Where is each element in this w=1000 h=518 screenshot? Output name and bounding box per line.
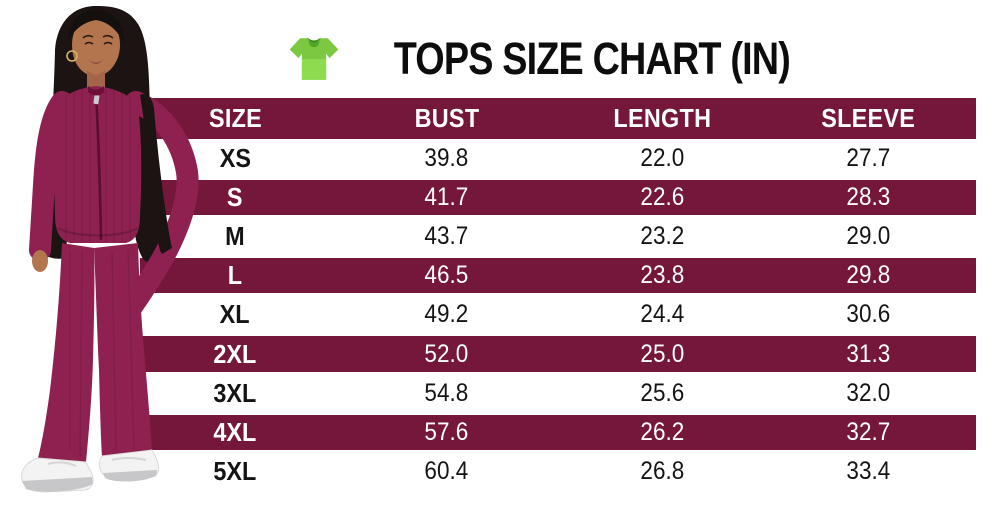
size-table: SIZE BUST LENGTH SLEEVE XS 39.8 22.0 27.7 S 41.7 2… [140, 98, 976, 492]
bust-cell: 46.5 [424, 261, 469, 290]
sleeve-cell: 32.7 [846, 417, 891, 446]
table-row-2xl: 2XL 52.0 25.0 31.3 [140, 334, 976, 374]
bust-cell: 39.8 [424, 143, 469, 172]
bust-cell: 57.6 [424, 417, 469, 446]
table-row-l: L 46.5 23.8 29.8 [140, 256, 976, 296]
size-cell: 5XL [213, 456, 257, 487]
sleeve-cell: 32.0 [846, 378, 891, 407]
sleeve-cell: 33.4 [846, 457, 891, 486]
table-row-xl: XL 49.2 24.4 30.6 [140, 295, 976, 335]
bust-cell: 60.4 [424, 457, 469, 486]
table-row-3xl: 3XL 54.8 25.6 32.0 [140, 373, 976, 413]
size-cell: S [227, 181, 243, 212]
table-header-row: SIZE BUST LENGTH SLEEVE [140, 98, 976, 139]
bust-cell: 54.8 [424, 378, 469, 407]
column-header-length: LENGTH [613, 102, 711, 133]
size-cell: XS [219, 142, 251, 173]
length-cell: 26.2 [640, 417, 684, 446]
size-cell: 4XL [213, 416, 257, 447]
tshirt-icon [288, 35, 340, 83]
table-row-xs: XS 39.8 22.0 27.7 [140, 138, 976, 178]
length-cell: 22.6 [640, 182, 684, 211]
length-cell: 25.6 [640, 378, 684, 407]
size-cell: 2XL [213, 338, 257, 369]
length-cell: 23.2 [640, 221, 684, 250]
page-title: TOPS SIZE CHART (IN) [393, 33, 791, 84]
sleeve-cell: 28.3 [846, 182, 891, 211]
column-header-bust: BUST [414, 102, 479, 133]
size-cell: XL [220, 299, 250, 330]
length-cell: 26.8 [640, 457, 684, 486]
size-cell: L [227, 260, 243, 291]
bust-cell: 52.0 [424, 339, 469, 368]
sleeve-cell: 29.8 [846, 261, 891, 290]
model-photo [21, 6, 199, 493]
table-row-4xl: 4XL 57.6 26.2 32.7 [140, 412, 976, 452]
sleeve-cell: 27.7 [846, 143, 891, 172]
size-cell: 3XL [213, 377, 257, 408]
length-cell: 22.0 [640, 143, 684, 172]
earring-icon [66, 50, 78, 62]
length-cell: 23.8 [640, 261, 684, 290]
model-pants [38, 243, 95, 462]
size-cell: M [225, 220, 245, 251]
title-bar: TOPS SIZE CHART (IN) [140, 26, 976, 92]
bust-cell: 43.7 [424, 221, 469, 250]
bust-cell: 41.7 [424, 182, 469, 211]
length-cell: 24.4 [640, 300, 684, 329]
length-cell: 25.0 [640, 339, 684, 368]
table-row-5xl: 5XL 60.4 26.8 33.4 [140, 452, 976, 492]
table-row-m: M 43.7 23.2 29.0 [140, 216, 976, 257]
bust-cell: 49.2 [424, 300, 469, 329]
sleeve-cell: 30.6 [846, 300, 891, 329]
model-sneakers [21, 449, 160, 493]
column-header-size: SIZE [208, 102, 262, 133]
sleeve-cell: 31.3 [846, 339, 891, 368]
table-row-s: S 41.7 22.6 28.3 [140, 177, 976, 217]
sleeve-cell: 29.0 [846, 221, 891, 250]
column-header-sleeve: SLEEVE [821, 102, 916, 133]
